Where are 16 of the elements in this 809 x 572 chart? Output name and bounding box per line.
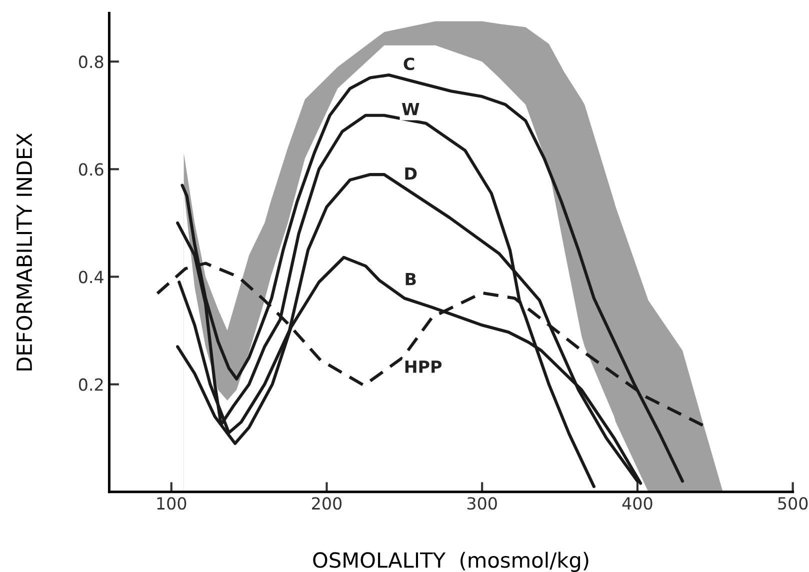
- annotation: W: [402, 102, 420, 116]
- annotation: D: [405, 168, 417, 180]
- x-tick-label: 100: [157, 497, 186, 510]
- y-axis-title: DEFORMABILITY INDEX: [16, 133, 32, 370]
- y-tick-label: 0.4: [78, 270, 104, 284]
- x-tick-label: 400: [622, 497, 652, 510]
- x-tick-label: 300: [467, 497, 497, 510]
- x-tick-label: 200: [312, 497, 342, 510]
- annotation: C: [404, 58, 414, 70]
- x-tick-label: 500: [778, 497, 808, 510]
- annotation: B: [406, 272, 416, 286]
- y-tick-label: 0.8: [78, 56, 104, 68]
- annotation: HPP: [405, 360, 442, 373]
- x-axis-title: OSMOLALITY (mosmol/kg): [313, 552, 588, 572]
- y-tick-label: 0.2: [78, 378, 103, 391]
- y-tick-label: 0.6: [78, 163, 104, 176]
